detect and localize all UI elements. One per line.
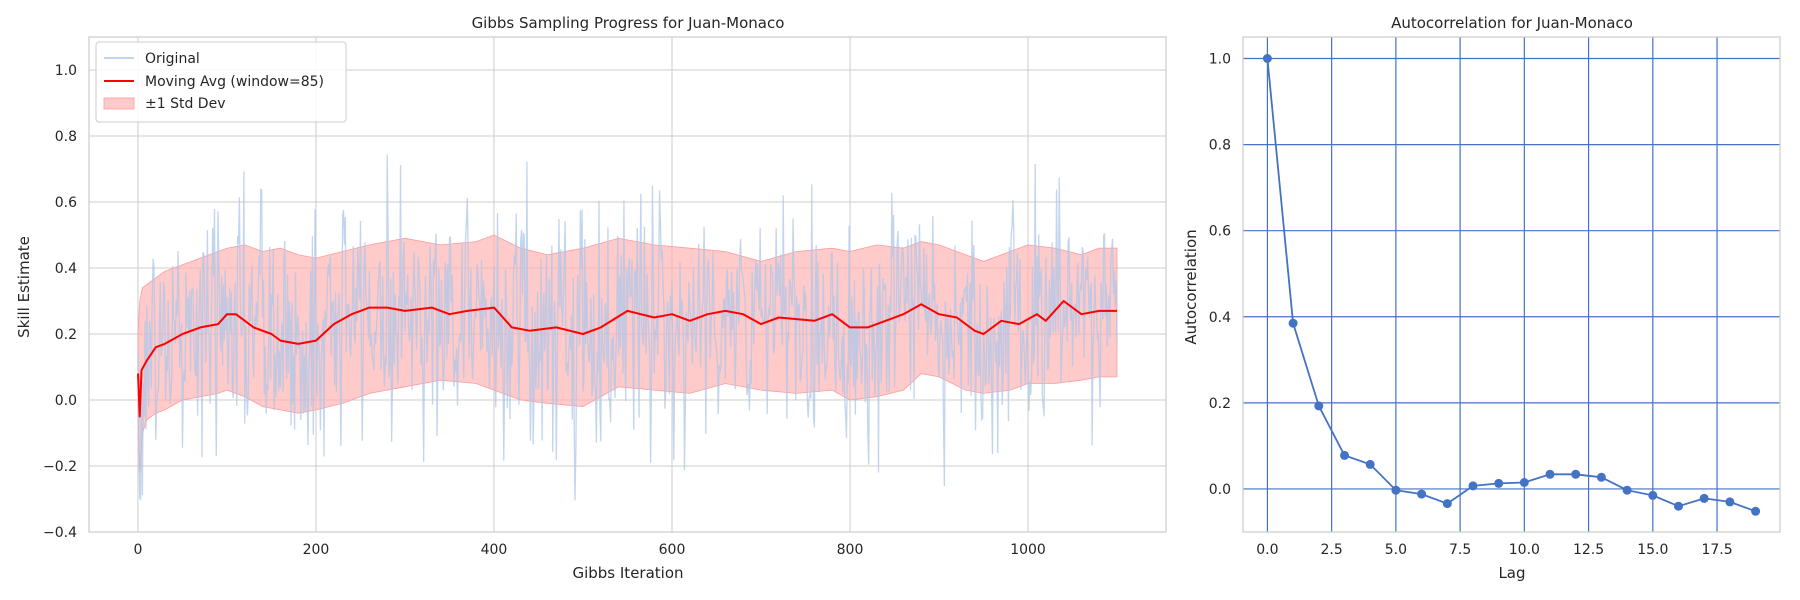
legend-box: [95, 41, 347, 123]
acf-point: [1622, 485, 1632, 495]
acf-point: [1519, 478, 1529, 487]
y-tick-label: 0.4: [55, 261, 77, 277]
x-tick-label: 800: [837, 542, 864, 558]
x-tick-label: 7.5: [1449, 542, 1471, 558]
y-tick-label: 0.8: [55, 129, 77, 145]
original-series-line: [137, 154, 1118, 501]
acf-point: [1494, 478, 1504, 488]
x-tick-label: 10.0: [1509, 542, 1540, 558]
legend-std-dev-swatch: [103, 97, 135, 110]
left-y-axis-label: Skill Estimate: [15, 236, 33, 338]
x-tick-label: 0: [133, 542, 142, 558]
x-tick-label: 2.5: [1321, 542, 1343, 558]
acf-points: [1262, 54, 1761, 516]
y-tick-label: 0.4: [1209, 310, 1231, 326]
acf-point: [1442, 499, 1452, 509]
acf-point: [1340, 450, 1349, 460]
y-tick-label: 0.0: [1209, 482, 1231, 498]
x-tick-label: 1000: [1010, 542, 1046, 558]
acf-point: [1648, 490, 1658, 500]
y-tick-label: 0.0: [55, 393, 77, 409]
acf-point: [1751, 506, 1761, 516]
y-tick-label: 0.8: [1209, 138, 1231, 154]
right-x-ticks: 0.0 2.5 5.0 7.5 10.0 12.5 15.0 17.5: [1256, 542, 1732, 558]
acf-point: [1365, 459, 1375, 469]
right-y-ticks: 0.0 0.2 0.4 0.6 0.8 1.0: [1209, 52, 1231, 498]
acf-point: [1571, 469, 1581, 479]
acf-point: [1725, 497, 1735, 507]
acf-point: [1314, 401, 1324, 411]
y-tick-label: −0.4: [43, 525, 77, 541]
legend-original-label: Original: [145, 51, 200, 67]
right-gridlines: [1243, 37, 1780, 532]
y-tick-label: 1.0: [1209, 52, 1231, 68]
x-tick-label: 200: [303, 542, 330, 558]
left-x-ticks: 0 200 400 600 800 1000: [133, 542, 1045, 558]
x-tick-label: 600: [659, 542, 686, 558]
y-tick-label: 0.6: [55, 195, 77, 211]
autocorrelation-chart: 0.0 2.5 5.0 7.5 10.0 12.5 15.0 17.5 0.00.20.40.…: [1182, 14, 1781, 582]
left-y-ticks: −0.4 −0.2 0.0 0.2 0.4 0.6 0.8 1.0: [43, 63, 77, 541]
acf-point: [1674, 501, 1683, 511]
y-tick-label: 0.2: [55, 327, 77, 343]
y-tick-label: 0.2: [1209, 396, 1231, 412]
y-tick-label: −0.2: [43, 459, 77, 475]
left-axes-frame: [88, 36, 1167, 533]
x-tick-label: 400: [481, 542, 508, 558]
acf-point: [1288, 318, 1298, 328]
legend: Original Moving Avg (window=85) ±1 Std D…: [95, 41, 347, 123]
right-axes-frame: [1242, 36, 1781, 533]
x-tick-label: 12.5: [1573, 542, 1604, 558]
y-tick-label: 1.0: [55, 63, 77, 79]
x-tick-label: 0.0: [1256, 542, 1278, 558]
left-chart-title: Gibbs Sampling Progress for Juan-Monaco: [472, 14, 785, 32]
acf-trace: [1266, 58, 1756, 513]
acf-point: [1391, 485, 1401, 495]
x-tick-label: 17.5: [1701, 542, 1732, 558]
acf-point: [1596, 472, 1606, 482]
right-x-axis-label: Lag: [1498, 564, 1525, 582]
moving-avg-trace: [137, 300, 1117, 418]
acf-point: [1545, 469, 1555, 479]
acf-line: [1266, 58, 1756, 513]
acf-point: [1468, 481, 1478, 491]
right-y-axis-label: Autocorrelation: [1182, 229, 1200, 344]
moving-avg-line: [137, 300, 1117, 418]
legend-std-dev-label: ±1 Std Dev: [145, 96, 225, 112]
x-tick-label: 15.0: [1637, 542, 1668, 558]
gibbs-progress-chart: 0 200 400 600 800 1000 −0.4 −0.2 0.0 0.2 0.4 0.6 0.…: [15, 14, 1167, 582]
left-x-axis-label: Gibbs Iteration: [572, 564, 683, 582]
acf-point: [1262, 54, 1272, 63]
acf-point: [1699, 493, 1709, 503]
x-tick-label: 5.0: [1385, 542, 1407, 558]
y-tick-label: 0.6: [1209, 224, 1231, 240]
right-chart-title: Autocorrelation for Juan-Monaco: [1391, 14, 1633, 32]
legend-moving-avg-label: Moving Avg (window=85): [145, 74, 324, 90]
acf-point: [1417, 489, 1427, 499]
original-trace: [137, 154, 1118, 501]
